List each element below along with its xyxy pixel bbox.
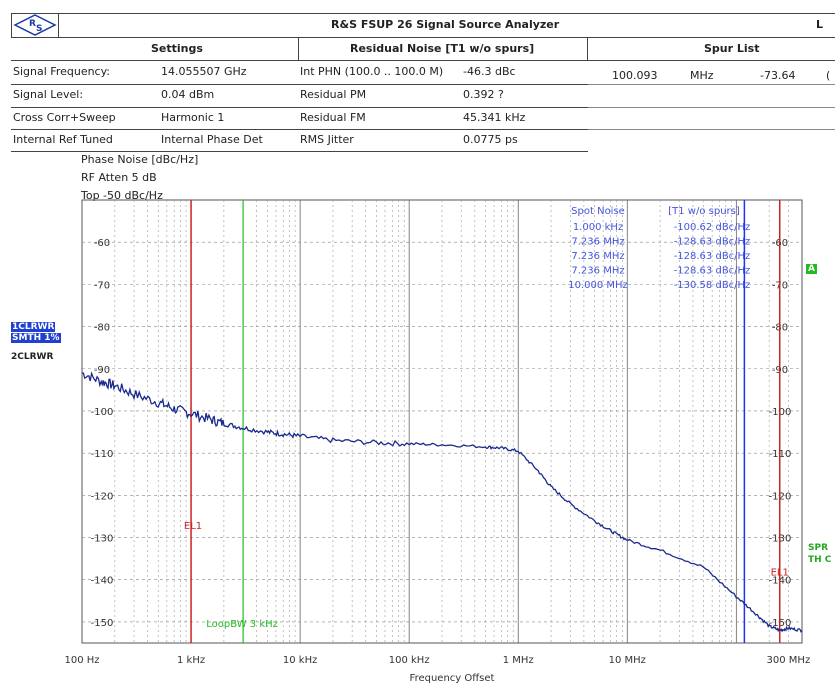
spot-noise-frequency: 7.236 MHz bbox=[571, 251, 624, 262]
spot-noise-value: -128.63 dBc/Hz bbox=[674, 237, 751, 248]
trace2-label: 2CLRWR bbox=[11, 352, 54, 362]
row-line-2 bbox=[11, 107, 588, 108]
y-tick-label-left: -100 bbox=[91, 407, 114, 418]
x-tick-label: 300 MHz bbox=[767, 655, 811, 666]
top-ref-label: Top -50 dBc/Hz bbox=[81, 189, 163, 202]
spur-frequency: 100.093 bbox=[612, 69, 658, 82]
spot-noise-value: -130.58 dBc/Hz bbox=[674, 280, 751, 291]
residual-header: Residual Noise [T1 w/o spurs] bbox=[350, 42, 535, 55]
measurement-mode-label: Cross Corr+Sweep bbox=[13, 111, 116, 124]
header-top-line bbox=[11, 13, 835, 14]
spot-noise-value-header: [T1 w/o spurs] bbox=[668, 206, 740, 217]
phase-noise-trace bbox=[81, 371, 803, 633]
spur-level: -73.64 bbox=[760, 69, 796, 82]
x-tick-label: 1 MHz bbox=[503, 655, 534, 666]
spot-noise-frequency: 7.236 MHz bbox=[571, 266, 624, 277]
header-title-line bbox=[11, 37, 835, 38]
spot-noise-value: -128.63 dBc/Hz bbox=[674, 266, 751, 277]
x-axis-label: Frequency Offset bbox=[410, 673, 495, 684]
section-header-line bbox=[11, 60, 835, 61]
residual-fm-label: Residual FM bbox=[300, 111, 366, 124]
x-tick-label: 1 kHz bbox=[177, 655, 205, 666]
reference-label: Internal Ref Tuned bbox=[13, 133, 113, 146]
display-a-badge: A bbox=[806, 264, 817, 274]
phase-noise-unit-label: Phase Noise [dBc/Hz] bbox=[81, 153, 199, 166]
spot-noise-header: Spot Noise bbox=[571, 206, 625, 217]
signal-frequency-value: 14.055507 GHz bbox=[161, 65, 247, 78]
x-tick-label: 10 MHz bbox=[609, 655, 646, 666]
y-tick-label-left: -150 bbox=[91, 618, 114, 629]
svg-text:S: S bbox=[36, 24, 42, 34]
y-tick-label-left: -70 bbox=[94, 280, 110, 291]
grid-lines bbox=[82, 200, 802, 643]
spot-noise-frequency: 7.236 MHz bbox=[571, 237, 624, 248]
logo-divider bbox=[58, 13, 59, 37]
section-divider-2 bbox=[587, 37, 588, 61]
y-tick-label-left: -60 bbox=[94, 238, 110, 249]
signal-level-value: 0.04 dBm bbox=[161, 88, 215, 101]
spot-noise-frequency: 1.000 kHz bbox=[573, 222, 623, 233]
residual-pm-value: 0.392 ? bbox=[463, 88, 504, 101]
spot-noise-value: -100.62 dBc/Hz bbox=[674, 222, 751, 233]
signal-level-label: Signal Level: bbox=[13, 88, 84, 101]
x-tick-label: 100 kHz bbox=[389, 655, 430, 666]
spur-unit: MHz bbox=[690, 69, 714, 82]
el1-right-marker-label: EL1 bbox=[771, 567, 789, 578]
loopbw-marker-label: LoopBW 3 kHz bbox=[206, 619, 278, 630]
spot-noise-value: -128.63 dBc/Hz bbox=[674, 251, 751, 262]
y-tick-label-left: -120 bbox=[91, 491, 114, 502]
trace1-smoothing-label: SMTH 1% bbox=[11, 333, 61, 343]
y-tick-label-left: -140 bbox=[91, 576, 114, 587]
residual-pm-label: Residual PM bbox=[300, 88, 367, 101]
spur-list-header: Spur List bbox=[704, 42, 760, 55]
harmonic-value: Harmonic 1 bbox=[161, 111, 225, 124]
threshold-label: TH C bbox=[808, 555, 832, 565]
spur-row-line-3 bbox=[588, 129, 835, 130]
trace1-label: 1CLRWR bbox=[11, 322, 56, 332]
y-tick-label-left: -80 bbox=[94, 323, 110, 334]
el1-left-marker-label: EL1 bbox=[184, 521, 202, 532]
spur-threshold-label: SPR bbox=[808, 543, 829, 553]
row-line-4 bbox=[11, 151, 588, 152]
y-tick-label-left: -110 bbox=[91, 449, 114, 460]
settings-header: Settings bbox=[151, 42, 203, 55]
phase-detector-value: Internal Phase Det bbox=[161, 133, 263, 146]
x-tick-label: 10 kHz bbox=[283, 655, 317, 666]
header-left-line bbox=[11, 13, 12, 37]
spur-row-line-1 bbox=[588, 84, 835, 85]
row-line-1 bbox=[11, 84, 588, 85]
rms-jitter-value: 0.0775 ps bbox=[463, 133, 518, 146]
spur-row-line-2 bbox=[588, 107, 835, 108]
svg-text:R: R bbox=[29, 19, 36, 29]
spur-extra: ( bbox=[826, 69, 831, 82]
row-line-3 bbox=[11, 129, 588, 130]
rms-jitter-label: RMS Jitter bbox=[300, 133, 354, 146]
y-tick-label-left: -90 bbox=[94, 365, 110, 376]
residual-fm-value: 45.341 kHz bbox=[463, 111, 526, 124]
section-divider-1 bbox=[298, 37, 299, 61]
spot-noise-frequency: 10.000 MHz bbox=[568, 280, 628, 291]
int-phn-label: Int PHN (100.0 .. 100.0 M) bbox=[300, 65, 444, 78]
rf-atten-label: RF Atten 5 dB bbox=[81, 171, 157, 184]
rs-logo-icon: R S bbox=[13, 14, 57, 36]
y-tick-label-left: -130 bbox=[91, 534, 114, 545]
x-tick-label: 100 Hz bbox=[64, 655, 99, 666]
header-corner: L bbox=[816, 18, 824, 31]
int-phn-value: -46.3 dBc bbox=[463, 65, 516, 78]
signal-frequency-label: Signal Frequency: bbox=[13, 65, 111, 78]
app-title: R&S FSUP 26 Signal Source Analyzer bbox=[331, 18, 560, 31]
